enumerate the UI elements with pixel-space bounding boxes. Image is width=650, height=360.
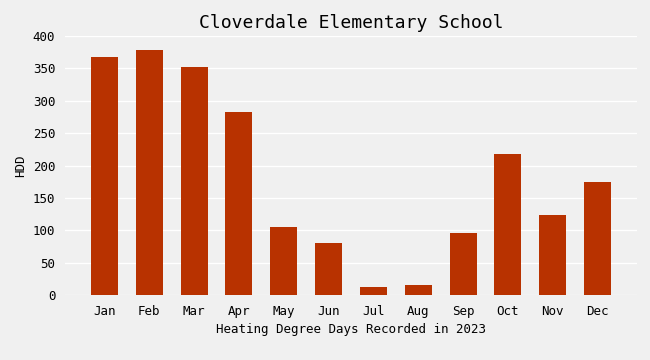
Bar bbox=[495, 154, 521, 295]
Title: Cloverdale Elementary School: Cloverdale Elementary School bbox=[199, 14, 503, 32]
Y-axis label: HDD: HDD bbox=[14, 154, 27, 177]
Bar bbox=[136, 50, 162, 295]
Bar bbox=[226, 112, 252, 295]
Bar bbox=[360, 287, 387, 295]
Bar bbox=[450, 233, 476, 295]
Bar bbox=[405, 285, 432, 295]
X-axis label: Heating Degree Days Recorded in 2023: Heating Degree Days Recorded in 2023 bbox=[216, 324, 486, 337]
Bar bbox=[270, 227, 297, 295]
Bar bbox=[315, 243, 342, 295]
Bar bbox=[91, 57, 118, 295]
Bar bbox=[584, 182, 611, 295]
Bar bbox=[540, 216, 566, 295]
Bar bbox=[181, 67, 207, 295]
